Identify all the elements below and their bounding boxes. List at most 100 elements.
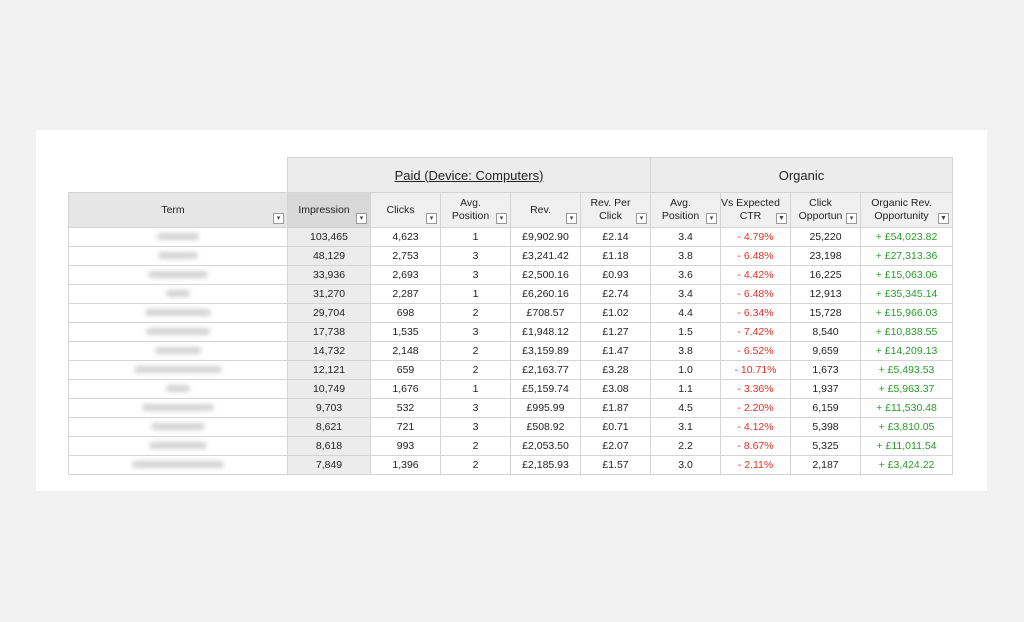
cell-org-avg-position[interactable]: 3.0 [650, 455, 721, 475]
cell-vs-expected-ctr[interactable]: - 7.42% [720, 322, 791, 342]
cell-organic-rev-opportunity[interactable]: + £3,424.22 [860, 455, 953, 475]
cell-clicks[interactable]: 2,753 [370, 246, 441, 266]
cell-org-avg-position[interactable]: 3.4 [650, 227, 721, 247]
cell-rev[interactable]: £508.92 [510, 417, 581, 437]
cell-rev-per-click[interactable]: £2.07 [580, 436, 651, 456]
term-cell-redacted[interactable] [68, 436, 288, 456]
dropdown-arrow-icon[interactable]: ▾ [496, 213, 507, 224]
cell-org-avg-position[interactable]: 1.5 [650, 322, 721, 342]
cell-avg-position[interactable]: 2 [440, 455, 511, 475]
term-cell-redacted[interactable] [68, 360, 288, 380]
cell-click-opportunity[interactable]: 1,673 [790, 360, 861, 380]
cell-organic-rev-opportunity[interactable]: + £11,530.48 [860, 398, 953, 418]
term-cell-redacted[interactable] [68, 227, 288, 247]
cell-click-opportunity[interactable]: 23,198 [790, 246, 861, 266]
term-cell-redacted[interactable] [68, 284, 288, 304]
term-cell-redacted[interactable] [68, 379, 288, 399]
cell-rev[interactable]: £2,163.77 [510, 360, 581, 380]
cell-impressions[interactable]: 7,849 [287, 455, 371, 475]
cell-click-opportunity[interactable]: 5,398 [790, 417, 861, 437]
cell-click-opportunity[interactable]: 16,225 [790, 265, 861, 285]
term-cell-redacted[interactable] [68, 417, 288, 437]
cell-org-avg-position[interactable]: 4.4 [650, 303, 721, 323]
cell-click-opportunity[interactable]: 5,325 [790, 436, 861, 456]
cell-rev-per-click[interactable]: £1.27 [580, 322, 651, 342]
cell-clicks[interactable]: 993 [370, 436, 441, 456]
cell-avg-position[interactable]: 1 [440, 379, 511, 399]
cell-impressions[interactable]: 31,270 [287, 284, 371, 304]
cell-vs-expected-ctr[interactable]: - 6.48% [720, 246, 791, 266]
cell-organic-rev-opportunity[interactable]: + £15,966.03 [860, 303, 953, 323]
dropdown-arrow-icon[interactable]: ▾ [273, 213, 284, 224]
filter-funnel-icon[interactable]: ▼ [776, 213, 787, 224]
cell-avg-position[interactable]: 1 [440, 284, 511, 304]
cell-rev[interactable]: £1,948.12 [510, 322, 581, 342]
cell-impressions[interactable]: 8,621 [287, 417, 371, 437]
cell-rev-per-click[interactable]: £0.71 [580, 417, 651, 437]
cell-impressions[interactable]: 103,465 [287, 227, 371, 247]
filter-funnel-icon[interactable]: ▼ [938, 213, 949, 224]
dropdown-arrow-icon[interactable]: ▾ [356, 213, 367, 224]
cell-vs-expected-ctr[interactable]: - 8.67% [720, 436, 791, 456]
cell-clicks[interactable]: 2,693 [370, 265, 441, 285]
cell-org-avg-position[interactable]: 2.2 [650, 436, 721, 456]
cell-organic-rev-opportunity[interactable]: + £11,011.54 [860, 436, 953, 456]
cell-rev-per-click[interactable]: £1.87 [580, 398, 651, 418]
cell-vs-expected-ctr[interactable]: - 2.11% [720, 455, 791, 475]
cell-click-opportunity[interactable]: 25,220 [790, 227, 861, 247]
cell-avg-position[interactable]: 3 [440, 322, 511, 342]
cell-vs-expected-ctr[interactable]: - 4.79% [720, 227, 791, 247]
cell-clicks[interactable]: 659 [370, 360, 441, 380]
cell-rev[interactable]: £3,241.42 [510, 246, 581, 266]
cell-vs-expected-ctr[interactable]: - 6.52% [720, 341, 791, 361]
cell-rev[interactable]: £2,185.93 [510, 455, 581, 475]
cell-org-avg-position[interactable]: 4.5 [650, 398, 721, 418]
dropdown-arrow-icon[interactable]: ▾ [636, 213, 647, 224]
cell-impressions[interactable]: 10,749 [287, 379, 371, 399]
cell-avg-position[interactable]: 1 [440, 227, 511, 247]
cell-rev[interactable]: £5,159.74 [510, 379, 581, 399]
cell-clicks[interactable]: 1,676 [370, 379, 441, 399]
cell-avg-position[interactable]: 2 [440, 360, 511, 380]
cell-organic-rev-opportunity[interactable]: + £14,209.13 [860, 341, 953, 361]
cell-rev-per-click[interactable]: £1.47 [580, 341, 651, 361]
cell-impressions[interactable]: 33,936 [287, 265, 371, 285]
cell-rev-per-click[interactable]: £2.74 [580, 284, 651, 304]
dropdown-arrow-icon[interactable]: ▾ [426, 213, 437, 224]
cell-organic-rev-opportunity[interactable]: + £15,063.06 [860, 265, 953, 285]
cell-impressions[interactable]: 29,704 [287, 303, 371, 323]
cell-rev-per-click[interactable]: £3.28 [580, 360, 651, 380]
cell-organic-rev-opportunity[interactable]: + £5,963.37 [860, 379, 953, 399]
cell-org-avg-position[interactable]: 3.8 [650, 341, 721, 361]
cell-rev-per-click[interactable]: £2.14 [580, 227, 651, 247]
cell-org-avg-position[interactable]: 3.1 [650, 417, 721, 437]
cell-organic-rev-opportunity[interactable]: + £3,810.05 [860, 417, 953, 437]
cell-click-opportunity[interactable]: 9,659 [790, 341, 861, 361]
term-cell-redacted[interactable] [68, 398, 288, 418]
cell-clicks[interactable]: 532 [370, 398, 441, 418]
cell-rev[interactable]: £995.99 [510, 398, 581, 418]
cell-rev-per-click[interactable]: £0.93 [580, 265, 651, 285]
cell-impressions[interactable]: 9,703 [287, 398, 371, 418]
cell-clicks[interactable]: 698 [370, 303, 441, 323]
term-cell-redacted[interactable] [68, 246, 288, 266]
cell-org-avg-position[interactable]: 1.0 [650, 360, 721, 380]
cell-impressions[interactable]: 12,121 [287, 360, 371, 380]
dropdown-arrow-icon[interactable]: ▾ [846, 213, 857, 224]
cell-clicks[interactable]: 4,623 [370, 227, 441, 247]
cell-rev-per-click[interactable]: £1.02 [580, 303, 651, 323]
cell-avg-position[interactable]: 2 [440, 303, 511, 323]
cell-vs-expected-ctr[interactable]: - 6.48% [720, 284, 791, 304]
cell-rev[interactable]: £6,260.16 [510, 284, 581, 304]
dropdown-arrow-icon[interactable]: ▾ [706, 213, 717, 224]
cell-impressions[interactable]: 48,129 [287, 246, 371, 266]
cell-rev-per-click[interactable]: £1.18 [580, 246, 651, 266]
cell-click-opportunity[interactable]: 6,159 [790, 398, 861, 418]
cell-avg-position[interactable]: 3 [440, 398, 511, 418]
cell-organic-rev-opportunity[interactable]: + £5,493.53 [860, 360, 953, 380]
cell-rev[interactable]: £3,159.89 [510, 341, 581, 361]
cell-click-opportunity[interactable]: 12,913 [790, 284, 861, 304]
cell-avg-position[interactable]: 3 [440, 417, 511, 437]
cell-clicks[interactable]: 721 [370, 417, 441, 437]
cell-impressions[interactable]: 8,618 [287, 436, 371, 456]
